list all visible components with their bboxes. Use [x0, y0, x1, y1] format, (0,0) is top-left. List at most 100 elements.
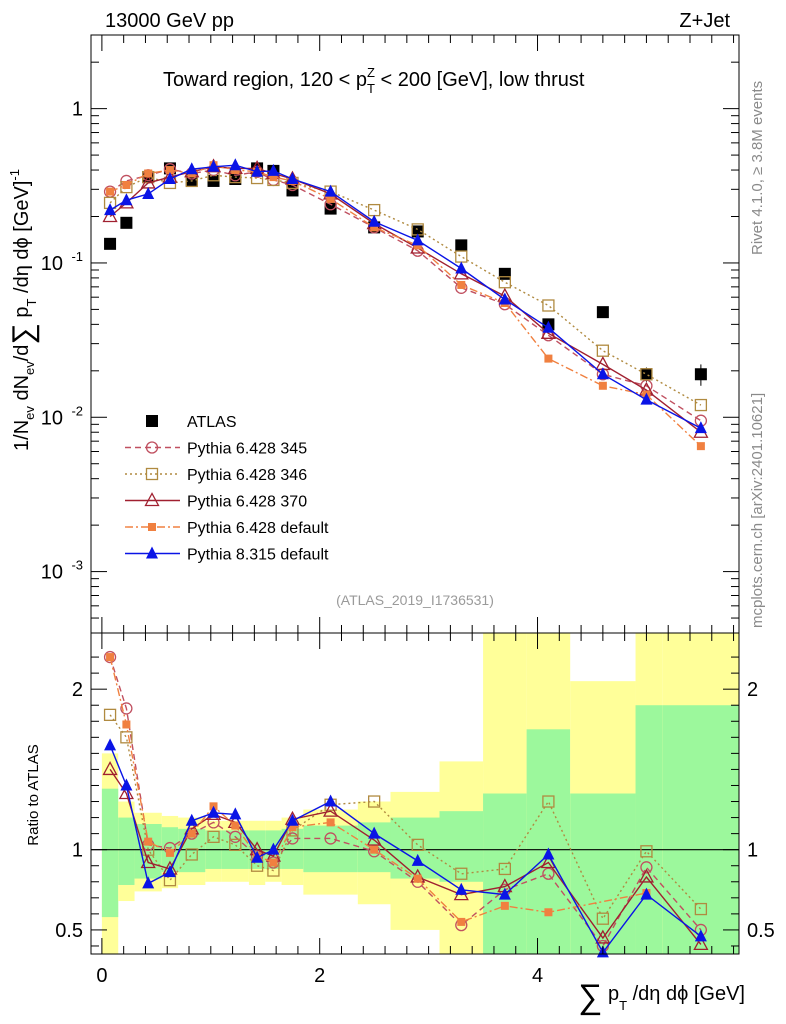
ratio-plot-frame — [90, 632, 740, 955]
main-point-pythia-8-315-default — [185, 162, 198, 175]
main-point-pythia-6-428-default — [326, 194, 335, 203]
main-point-pythia-6-428-default — [696, 442, 705, 451]
ratio-point-pythia-6-428-default — [326, 818, 335, 827]
ratio-point-pythia-6-428-346 — [368, 795, 381, 808]
main-point-pythia-8-315-default — [207, 159, 220, 172]
main-point-pythia-6-428-default — [544, 354, 553, 363]
header-right-title: Z+Jet — [679, 10, 730, 32]
ratio-point-pythia-6-428-346 — [542, 795, 555, 808]
ratio-point-pythia-6-428-346 — [596, 912, 610, 925]
ratio-point-pythia-8-315-default — [120, 778, 133, 791]
main-point-pythia-6-428-default — [269, 173, 278, 182]
ratio-point-pythia-8-315-default — [104, 738, 117, 751]
ratio-point-pythia-6-428-346 — [229, 838, 242, 852]
main-point-atlas — [455, 239, 468, 252]
ratio-point-pythia-8-315-default — [455, 882, 468, 895]
header-left-title: 13000 GeV pp — [105, 10, 234, 32]
legend-label-pythia-6-428-default: Pythia 6.428 default — [187, 520, 329, 537]
main-point-pythia-6-428-default — [122, 180, 131, 189]
main-point-pythia-6-428-346 — [542, 299, 555, 312]
legend-marker-pythia-6-428-default — [148, 523, 156, 531]
ratio-y-tick-label-right: 1 — [747, 840, 758, 862]
main-point-pythia-8-315-default — [163, 171, 176, 184]
legend-label-pythia-6-428-370: Pythia 6.428 370 — [187, 494, 307, 511]
main-point-pythia-8-315-default — [286, 171, 299, 184]
main-y-tick-label: 1 — [72, 99, 83, 121]
main-point-pythia-8-315-default — [267, 163, 280, 176]
main-point-atlas — [324, 202, 337, 215]
ratio-point-pythia-6-428-345 — [542, 867, 555, 880]
main-point-pythia-6-428-370 — [102, 208, 118, 223]
main-point-pythia-8-315-default — [142, 186, 155, 199]
ratio-y-tick-label: 1 — [72, 840, 83, 862]
ratio-point-pythia-6-428-370 — [693, 936, 709, 951]
ratio-point-pythia-6-428-346 — [498, 862, 511, 876]
ratio-point-pythia-8-315-default — [163, 865, 176, 878]
ratio-point-pythia-6-428-370 — [366, 831, 382, 846]
ratio-band-inner — [570, 793, 636, 954]
ratio-point-pythia-6-428-370 — [323, 802, 339, 817]
main-point-atlas — [120, 216, 133, 229]
ratio-point-pythia-8-315-default — [251, 850, 264, 863]
ratio-band-inner — [439, 811, 484, 882]
ratio-point-pythia-6-428-345 — [324, 832, 337, 845]
main-point-atlas — [694, 368, 707, 381]
ratio-point-pythia-6-428-345 — [267, 856, 280, 869]
ratio-point-pythia-6-428-default — [370, 845, 379, 854]
ratio-point-pythia-6-428-345 — [120, 702, 133, 715]
ratio-point-pythia-6-428-345 — [229, 830, 242, 843]
main-y-tick-exponent: -2 — [71, 403, 83, 418]
ratio-band-inner — [101, 788, 119, 918]
ratio-point-pythia-8-315-default — [542, 847, 555, 860]
main-point-pythia-6-428-default — [598, 381, 607, 390]
main-point-pythia-6-428-346 — [694, 398, 708, 412]
ratio-point-pythia-6-428-default — [457, 917, 466, 926]
main-point-pythia-6-428-default — [144, 169, 153, 178]
main-point-pythia-8-315-default — [120, 193, 133, 206]
main-y-axis-label: 1/Nev dNev/d∑ pT /dη dϕ [GeV]-1 — [7, 169, 40, 451]
ratio-y-axis-label: Ratio to ATLAS — [25, 744, 42, 845]
main-point-pythia-8-315-default — [411, 233, 424, 246]
ratio-band-inner — [635, 705, 663, 954]
ratio-point-pythia-6-428-default — [413, 874, 422, 883]
ratio-band-inner — [526, 729, 571, 954]
ratio-point-pythia-6-428-346 — [185, 848, 198, 861]
ratio-point-pythia-6-428-default — [231, 821, 240, 830]
main-point-pythia-8-315-default — [640, 392, 653, 405]
side-text-mcplots: mcplots.cern.ch [arXiv:2401.10621] — [749, 393, 766, 628]
ratio-point-pythia-6-428-default — [544, 908, 553, 917]
main-point-pythia-6-428-default — [106, 187, 115, 196]
ratio-y-tick-label: 0.5 — [55, 920, 83, 942]
main-point-pythia-8-315-default — [324, 184, 337, 197]
ratio-line-pythia-6-428-default — [109, 656, 647, 923]
ratio-y-tick-label-right: 0.5 — [747, 920, 775, 942]
main-point-pythia-6-428-default — [457, 280, 466, 289]
ratio-point-pythia-8-315-default — [267, 842, 280, 855]
plot-title: Toward region, 120 < pZ T < 200 [GeV], lo… — [163, 65, 585, 96]
ratio-band-inner — [118, 817, 135, 885]
ratio-point-pythia-6-428-default — [144, 837, 153, 846]
main-point-pythia-8-315-default — [104, 203, 117, 216]
main-plot-panel: 10 -3 10 -2 10 -1 1 — [41, 34, 740, 634]
ratio-plot-panel: 0 2 4 0.5 0.5 1 1 2 2 — [55, 632, 775, 987]
main-point-pythia-8-315-default — [455, 261, 468, 274]
ratio-point-pythia-6-428-346 — [120, 731, 133, 744]
ratio-point-pythia-6-428-default — [187, 829, 196, 838]
ratio-point-pythia-6-428-default — [165, 848, 174, 857]
legend-marker-pythia-6-428-346 — [145, 467, 159, 481]
main-point-atlas — [596, 306, 609, 319]
legend: ATLAS Pythia 6.428 345 Pythia 6.428 346 Pyt… — [125, 414, 329, 564]
main-point-atlas — [104, 237, 117, 250]
ratio-point-pythia-8-315-default — [185, 813, 198, 826]
ratio-point-pythia-6-428-370 — [102, 761, 118, 776]
ratio-point-pythia-6-428-370 — [118, 785, 134, 800]
legend-label-pythia-8-315-default: Pythia 8.315 default — [187, 547, 329, 564]
main-point-atlas — [498, 267, 511, 280]
ratio-point-pythia-8-315-default — [207, 805, 220, 818]
ratio-line-pythia-6-428-345 — [109, 656, 702, 948]
ratio-point-pythia-6-428-346 — [411, 838, 424, 852]
main-point-pythia-6-428-default — [370, 223, 379, 232]
ratio-point-pythia-6-428-default — [122, 720, 131, 729]
ratio-point-pythia-6-428-370 — [595, 929, 611, 944]
